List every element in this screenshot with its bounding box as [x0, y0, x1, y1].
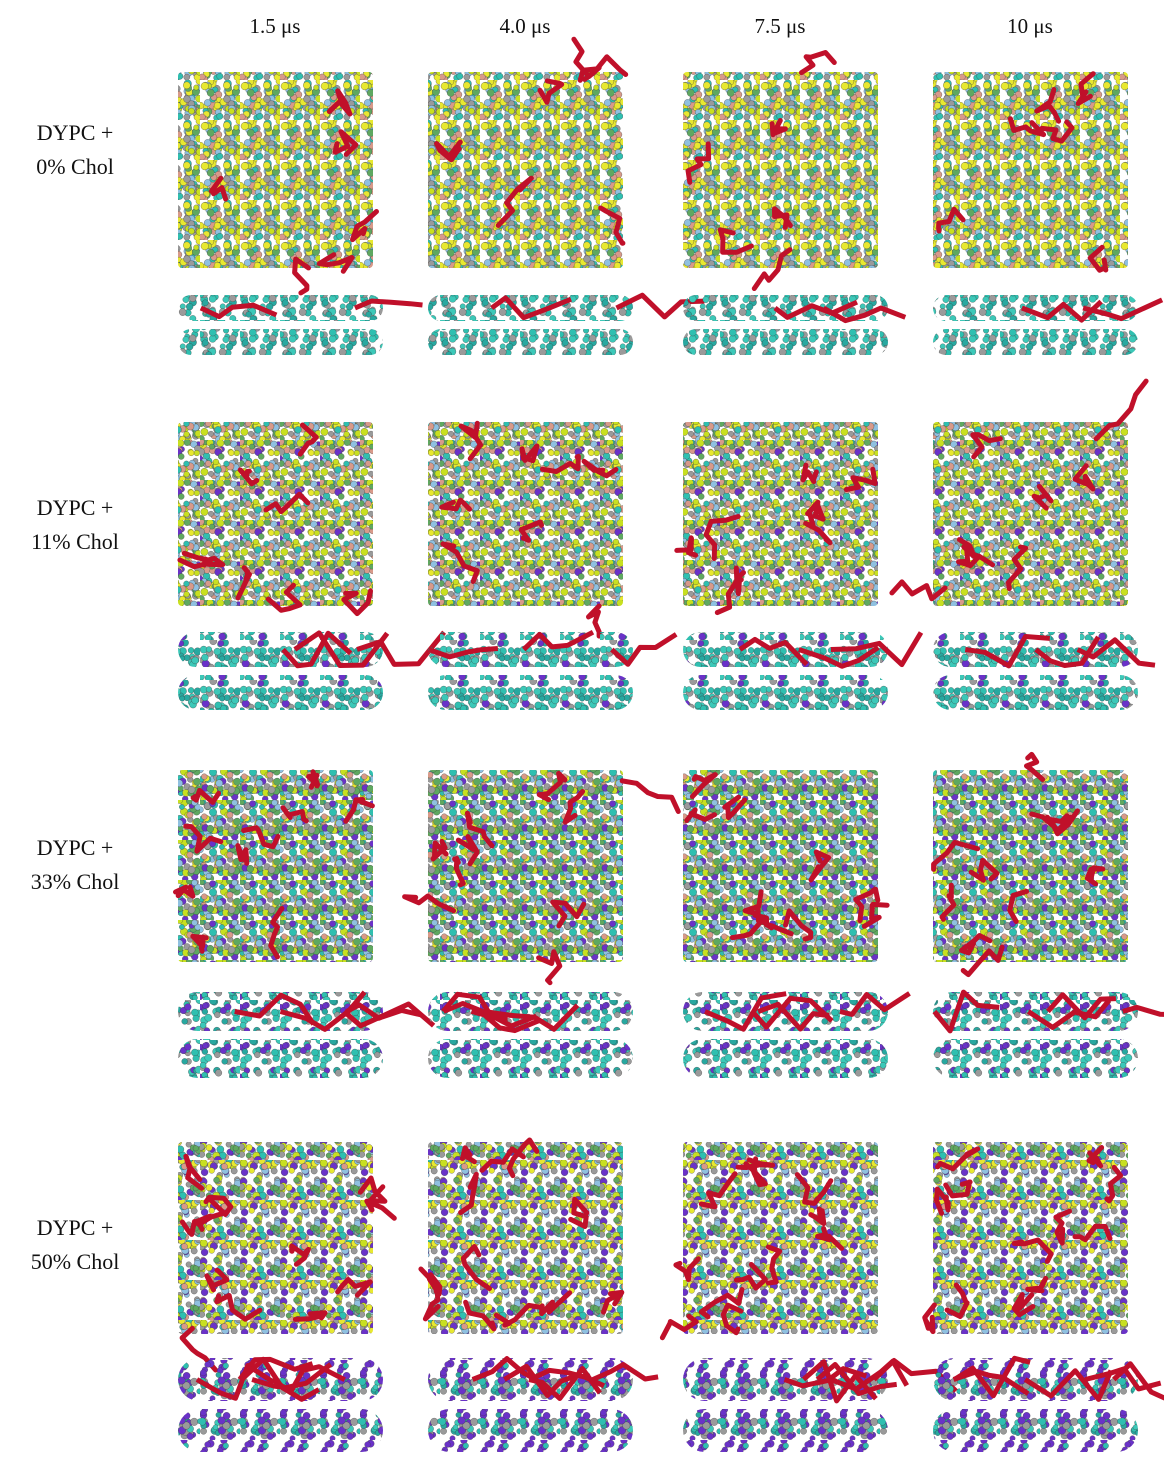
side-view-lower [178, 1409, 383, 1452]
top-view [683, 422, 878, 606]
top-view [428, 72, 623, 268]
top-view [933, 422, 1128, 606]
row-label-line: DYPC + [0, 1211, 150, 1245]
top-view [178, 1142, 373, 1334]
top-view [683, 770, 878, 962]
side-view-lower [933, 329, 1138, 355]
side-view-lower [683, 1039, 888, 1078]
side-view-lower [428, 675, 633, 710]
lipid-chain [622, 781, 678, 812]
side-view-upper [428, 632, 633, 667]
side-view-lower [178, 675, 383, 710]
figure: 1.5 μs4.0 μs7.5 μs10 μsDYPC +0% CholDYPC… [0, 0, 1164, 1461]
side-view-lower [178, 329, 383, 355]
side-view-lower [428, 329, 633, 355]
row-label: DYPC +11% Chol [0, 491, 150, 559]
lipid-chain [295, 259, 309, 293]
row-label: DYPC +33% Chol [0, 831, 150, 899]
side-view-upper [178, 295, 383, 321]
top-view [428, 422, 623, 606]
row-label-line: 33% Chol [0, 865, 150, 899]
row-label-line: 0% Chol [0, 150, 150, 184]
column-header: 4.0 μs [445, 14, 605, 39]
side-view-lower [933, 1039, 1138, 1078]
side-view-lower [178, 1039, 383, 1078]
side-view-lower [428, 1409, 633, 1452]
lipid-chain [802, 53, 835, 73]
side-view-lower [683, 1409, 888, 1452]
row-label: DYPC +50% Chol [0, 1211, 150, 1279]
row-label: DYPC +0% Chol [0, 116, 150, 184]
column-header: 1.5 μs [195, 14, 355, 39]
column-header: 10 μs [950, 14, 1110, 39]
top-view [683, 72, 878, 268]
side-view-lower [683, 329, 888, 355]
top-view [933, 72, 1128, 268]
row-label-line: DYPC + [0, 831, 150, 865]
row-label-line: 50% Chol [0, 1245, 150, 1279]
side-view-lower [428, 1039, 633, 1078]
lipid-chain [309, 772, 318, 788]
side-view-lower [683, 675, 888, 710]
side-view-lower [933, 1409, 1138, 1452]
lipid-chain [925, 1305, 935, 1332]
lipid-chain [662, 1316, 696, 1338]
side-view-lower [933, 675, 1138, 710]
row-label-line: 11% Chol [0, 525, 150, 559]
side-view-upper [178, 632, 383, 667]
snapshots [0, 0, 1164, 1461]
row-label-line: DYPC + [0, 116, 150, 150]
side-view-upper [933, 295, 1138, 321]
row-label-line: DYPC + [0, 491, 150, 525]
column-header: 7.5 μs [700, 14, 860, 39]
top-view [178, 422, 373, 606]
